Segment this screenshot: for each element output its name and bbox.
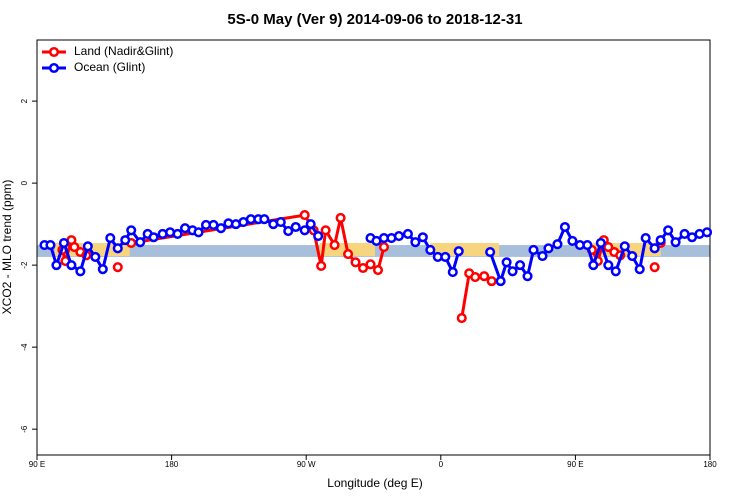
data-point xyxy=(559,221,570,233)
y-tick-label: -6 xyxy=(20,425,29,433)
data-point xyxy=(357,262,369,274)
data-point xyxy=(275,217,286,228)
data-point xyxy=(537,251,548,262)
data-point xyxy=(45,239,56,251)
data-point xyxy=(485,246,496,258)
legend-label: Land (Nadir&Glint) xyxy=(74,44,173,58)
data-point xyxy=(97,264,108,275)
data-point xyxy=(603,242,614,253)
data-point xyxy=(701,227,713,238)
data-point xyxy=(595,237,606,249)
data-point xyxy=(305,219,316,230)
data-point xyxy=(259,214,270,225)
data-point xyxy=(410,237,421,248)
data-point xyxy=(582,239,593,251)
data-point xyxy=(335,212,346,224)
x-tick-label: 90 E xyxy=(29,460,45,469)
data-point xyxy=(567,235,578,246)
data-point xyxy=(425,244,436,256)
legend-marker xyxy=(48,46,60,58)
data-point xyxy=(372,265,384,276)
data-point xyxy=(456,312,467,324)
data-point xyxy=(470,271,481,283)
data-point xyxy=(453,246,464,257)
y-tick-label: -2 xyxy=(20,261,29,269)
x-tick-label: 180 xyxy=(165,460,179,469)
data-point xyxy=(447,267,458,278)
data-point xyxy=(329,239,340,251)
chart-title: 5S-0 May (Ver 9) 2014-09-06 to 2018-12-3… xyxy=(227,11,522,28)
data-point xyxy=(610,266,621,277)
data-point xyxy=(522,271,533,282)
x-tick-label: 180 xyxy=(703,460,717,469)
data-point xyxy=(316,260,327,272)
data-point xyxy=(69,242,80,253)
data-point xyxy=(135,237,146,248)
data-point xyxy=(543,243,554,254)
data-point xyxy=(655,235,666,246)
data-point xyxy=(75,266,86,277)
data-point xyxy=(515,260,526,271)
data-point xyxy=(486,276,497,287)
data-point xyxy=(507,266,518,277)
legend-label: Ocean (Glint) xyxy=(74,60,145,74)
data-point xyxy=(105,233,116,244)
x-tick-label: 0 xyxy=(439,460,444,469)
data-point xyxy=(663,225,674,236)
data-point xyxy=(670,237,681,248)
data-point xyxy=(58,237,69,249)
data-point xyxy=(552,239,563,250)
data-point xyxy=(112,243,123,254)
y-tick-label: 0 xyxy=(20,180,29,185)
data-point xyxy=(215,223,227,234)
data-point xyxy=(299,210,310,221)
data-point xyxy=(627,251,638,262)
data-point xyxy=(378,242,390,253)
data-point xyxy=(528,244,539,256)
data-point xyxy=(402,228,413,240)
data-point xyxy=(51,260,62,271)
y-axis-label: XCO2 - MLO trend (ppm) xyxy=(0,180,14,315)
y-tick-label: 2 xyxy=(20,98,29,103)
data-point xyxy=(588,260,599,271)
data-point xyxy=(120,235,131,246)
data-point xyxy=(393,230,404,242)
data-point xyxy=(148,232,159,243)
data-point xyxy=(172,228,183,240)
data-point xyxy=(193,227,204,238)
data-point xyxy=(417,232,428,243)
data-point xyxy=(365,259,376,270)
data-point xyxy=(440,251,451,262)
data-point xyxy=(343,249,354,260)
data-point xyxy=(283,226,294,237)
y-tick-label: -4 xyxy=(20,343,29,351)
plot-frame xyxy=(36,39,711,456)
data-point xyxy=(649,262,660,273)
legend-marker xyxy=(48,62,60,74)
data-point xyxy=(501,257,512,268)
data-point xyxy=(634,264,645,275)
x-axis-label: Longitude (deg E) xyxy=(327,476,422,490)
data-point xyxy=(603,260,614,271)
data-point xyxy=(66,260,77,271)
data-point xyxy=(640,233,651,244)
data-point xyxy=(290,221,301,233)
data-point xyxy=(126,225,137,236)
data-point xyxy=(82,241,93,252)
data-point xyxy=(299,225,310,236)
x-tick-label: 90 E xyxy=(567,460,583,469)
x-tick-label: 90 W xyxy=(297,460,316,469)
data-point xyxy=(495,276,506,287)
data-point xyxy=(90,251,101,262)
data-point xyxy=(313,230,324,242)
data-point xyxy=(479,271,490,282)
data-point xyxy=(619,241,630,252)
data-point xyxy=(112,262,123,273)
data-point xyxy=(649,243,660,254)
data-point xyxy=(320,225,331,236)
data-point xyxy=(350,257,361,268)
